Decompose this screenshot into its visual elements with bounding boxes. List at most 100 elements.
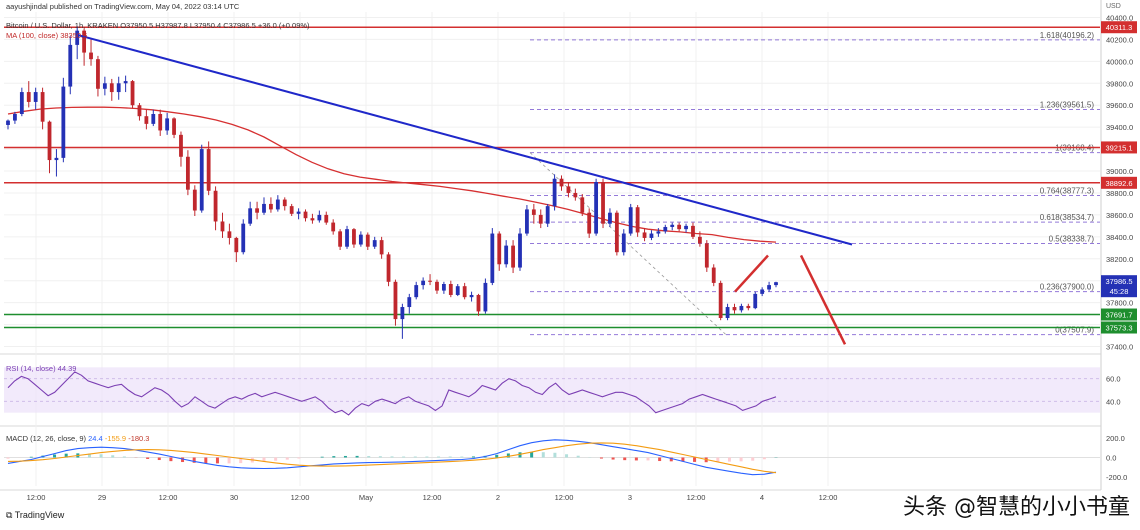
level-badge-label-0: 40311.3 (1106, 23, 1133, 32)
candle-down (428, 280, 432, 282)
macd-tick-0: 200.0 (1106, 434, 1125, 443)
macd-legend[interactable]: MACD (12, 26, close, 9) 24.4 -155.9 -180… (6, 434, 149, 443)
candle-down (220, 221, 225, 232)
candle-up (441, 284, 446, 291)
candle-up (165, 118, 170, 131)
time-tick-6: 12:00 (423, 493, 442, 502)
candle-down (130, 81, 135, 106)
time-tick-9: 3 (628, 493, 632, 502)
fib-label-4: 0.618(38534.7) (1040, 213, 1095, 222)
ma-legend[interactable]: MA (100, close) 38350.6 (6, 31, 88, 40)
candle-down (310, 218, 315, 221)
candle-down (82, 30, 87, 53)
candle-down (331, 222, 336, 232)
price-tick-14: 40200.0 (1106, 35, 1133, 44)
price-tick-6: 38600.0 (1106, 211, 1133, 220)
candle-up (684, 225, 688, 230)
level-badge-1 (1101, 141, 1137, 154)
candle-up (414, 285, 419, 298)
price-axis: 37400.037600.037800.038000.038200.038400… (1101, 3, 1137, 482)
symbol-line[interactable]: Bitcoin / U.S. Dollar, 1h, KRAKEN O37950… (6, 21, 310, 30)
time-tick-7: 2 (496, 493, 500, 502)
price-tick-7: 38800.0 (1106, 189, 1133, 198)
level-badge-label-1: 39215.1 (1105, 143, 1132, 152)
candle-down (711, 267, 716, 283)
candle-down (386, 254, 391, 282)
level-badge-3 (1101, 308, 1137, 321)
price-tick-10: 39400.0 (1106, 123, 1133, 132)
rsi-tick-1: 60.0 (1106, 375, 1121, 384)
level-badge-label-3: 37691.7 (1105, 311, 1132, 320)
candle-down (379, 240, 384, 255)
tradingview-label: TradingView (14, 510, 65, 520)
candle-down (227, 231, 232, 238)
tradingview-logo-icon: ⧉ (6, 510, 15, 520)
candle-down (282, 199, 287, 207)
candle-up (608, 212, 612, 224)
tradingview-brand[interactable]: ⧉ TradingView (6, 510, 64, 521)
scenario-arrows (734, 254, 847, 345)
fib-label-3: 0.764(38777.3) (1040, 186, 1095, 195)
candle-up (275, 199, 280, 210)
macd-pane (4, 439, 1100, 476)
candle-up (400, 307, 405, 320)
candle-up (262, 203, 266, 213)
candle-down (587, 212, 592, 234)
rsi-legend[interactable]: RSI (14, close) 44.39 (6, 364, 77, 373)
candle-down (614, 212, 619, 253)
candle-down (289, 206, 294, 214)
candle-up (670, 224, 675, 227)
candle-up (241, 223, 246, 253)
candle-up (296, 211, 301, 214)
ma-100-line (7, 106, 777, 243)
level-badge-2 (1101, 176, 1137, 189)
signal-line (7, 442, 777, 474)
candle-down (642, 232, 647, 238)
candle-up (33, 92, 38, 102)
candle-up (455, 286, 460, 295)
price-tick-2: 37800.0 (1106, 299, 1133, 308)
candle-up (628, 207, 633, 234)
candle-down (691, 225, 695, 237)
candle-up (102, 83, 107, 89)
fib-label-5: 0.5(38338.7) (1049, 235, 1095, 244)
candle-down (144, 116, 149, 124)
rsi-line (7, 371, 777, 416)
candle-up (504, 245, 509, 265)
candle-up (525, 209, 529, 234)
candle-down (559, 178, 564, 187)
time-axis: 12:00 29 12:00 30 12:00 May 12:00 2 12:00 3 12:00 4… (27, 493, 838, 502)
candle-up (518, 233, 522, 268)
candle-down (96, 59, 100, 89)
rsi-tick-0: 40.0 (1106, 397, 1121, 406)
candle-up (13, 114, 17, 121)
macd-legend-value: 24.4 (88, 434, 103, 443)
time-tick-11: 4 (760, 493, 764, 502)
trendline[interactable] (77, 34, 853, 246)
price-tick-4: 38200.0 (1106, 255, 1133, 264)
candle-up (6, 120, 10, 125)
candle-down (89, 52, 93, 60)
candle-down (26, 92, 31, 102)
candle-down (255, 208, 259, 213)
candle-down (234, 237, 239, 253)
candle-up (725, 307, 730, 318)
current-price-label: 37986.5 (1105, 277, 1132, 286)
price-tick-5: 38400.0 (1106, 233, 1133, 242)
candle-up (372, 240, 377, 247)
macd-legend-hist: -180.3 (128, 434, 150, 443)
candle-down (448, 284, 453, 295)
level-badge-label-4: 37573.3 (1105, 324, 1132, 333)
candle-down (462, 286, 467, 298)
candle-down (677, 224, 682, 230)
candle-down (573, 192, 578, 198)
time-tick-0: 12:00 (27, 493, 46, 502)
candle-up (656, 231, 661, 234)
candle-down (137, 105, 142, 117)
candle-up (774, 282, 778, 286)
fib-label-1: 1.236(39561.5) (1040, 100, 1095, 109)
price-tick-11: 39600.0 (1106, 101, 1133, 110)
